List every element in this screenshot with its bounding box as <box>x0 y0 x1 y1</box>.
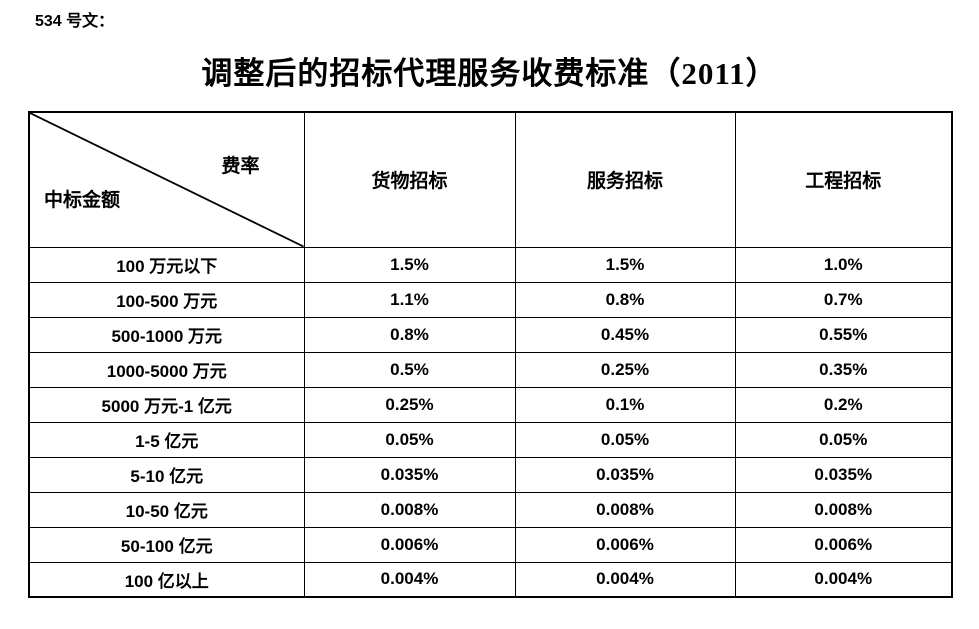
rate-value-cell: 1.5% <box>514 246 736 283</box>
row-label-amount-tier: 1-5 亿元 <box>28 421 305 458</box>
row-label-amount-tier: 500-1000 万元 <box>28 316 305 353</box>
rate-value-cell: 0.8% <box>303 316 516 353</box>
row-label-amount-tier: 10-50 亿元 <box>28 491 305 528</box>
doc-number-label: 534 号文： <box>35 13 115 30</box>
rate-value-cell: 0.006% <box>514 526 736 563</box>
row-label-amount-tier: 100 万元以下 <box>28 246 305 283</box>
corner-label-bid-amount: 中标金额 <box>44 190 121 211</box>
rate-value-cell: 0.5% <box>303 351 516 388</box>
rate-value-cell: 0.006% <box>734 526 953 563</box>
rate-value-cell: 1.5% <box>303 246 516 283</box>
table-row: 5-10 亿元 0.035% 0.035% 0.035% <box>28 456 953 493</box>
rate-value-cell: 0.2% <box>734 386 953 423</box>
column-header-service-bidding: 服务招标 <box>514 111 736 248</box>
rate-value-cell: 0.25% <box>303 386 516 423</box>
rate-value-cell: 0.05% <box>303 421 516 458</box>
table-row: 50-100 亿元 0.006% 0.006% 0.006% <box>28 526 953 563</box>
corner-label-rate: 费率 <box>221 156 260 177</box>
rate-value-cell: 0.004% <box>734 561 953 598</box>
column-header-engineering-bidding: 工程招标 <box>734 111 953 248</box>
rate-value-cell: 0.55% <box>734 316 953 353</box>
row-label-amount-tier: 50-100 亿元 <box>28 526 305 563</box>
table-row: 1-5 亿元 0.05% 0.05% 0.05% <box>28 421 953 458</box>
rate-value-cell: 0.035% <box>514 456 736 493</box>
rate-value-cell: 0.008% <box>734 491 953 528</box>
table-row: 100 万元以下 1.5% 1.5% 1.0% <box>28 246 953 283</box>
rate-value-cell: 0.1% <box>514 386 736 423</box>
diagonal-divider-line <box>30 113 303 246</box>
rate-value-cell: 0.035% <box>303 456 516 493</box>
page-title: 调整后的招标代理服务收费标准（2011） <box>201 56 778 91</box>
corner-header-cell: 费率 中标金额 <box>28 111 305 248</box>
row-label-amount-tier: 1000-5000 万元 <box>28 351 305 388</box>
row-label-amount-tier: 5000 万元-1 亿元 <box>28 386 305 423</box>
rate-value-cell: 0.05% <box>734 421 953 458</box>
header-row: 费率 中标金额 货物招标 服务招标 工程招标 <box>28 111 953 248</box>
rate-value-cell: 0.7% <box>734 281 953 318</box>
fee-table: 费率 中标金额 货物招标 服务招标 工程招标 100 万元以下 1.5% 1.5% 1… <box>28 111 953 598</box>
table-row: 100-500 万元 1.1% 0.8% 0.7% <box>28 281 953 318</box>
rate-value-cell: 0.05% <box>514 421 736 458</box>
rate-value-cell: 0.8% <box>514 281 736 318</box>
rate-value-cell: 0.008% <box>514 491 736 528</box>
rate-value-cell: 1.0% <box>734 246 953 283</box>
rate-value-cell: 0.45% <box>514 316 736 353</box>
rate-value-cell: 0.25% <box>514 351 736 388</box>
table-row: 500-1000 万元 0.8% 0.45% 0.55% <box>28 316 953 353</box>
rate-value-cell: 0.035% <box>734 456 953 493</box>
row-label-amount-tier: 100 亿以上 <box>28 561 305 598</box>
rate-value-cell: 0.35% <box>734 351 953 388</box>
rate-value-cell: 1.1% <box>303 281 516 318</box>
column-header-goods-bidding: 货物招标 <box>303 111 516 248</box>
table-row: 100 亿以上 0.004% 0.004% 0.004% <box>28 561 953 598</box>
rate-value-cell: 0.006% <box>303 526 516 563</box>
rate-value-cell: 0.004% <box>303 561 516 598</box>
table-row: 1000-5000 万元 0.5% 0.25% 0.35% <box>28 351 953 388</box>
table-row: 5000 万元-1 亿元 0.25% 0.1% 0.2% <box>28 386 953 423</box>
rate-value-cell: 0.008% <box>303 491 516 528</box>
row-label-amount-tier: 100-500 万元 <box>28 281 305 318</box>
table-row: 10-50 亿元 0.008% 0.008% 0.008% <box>28 491 953 528</box>
rate-value-cell: 0.004% <box>514 561 736 598</box>
row-label-amount-tier: 5-10 亿元 <box>28 456 305 493</box>
